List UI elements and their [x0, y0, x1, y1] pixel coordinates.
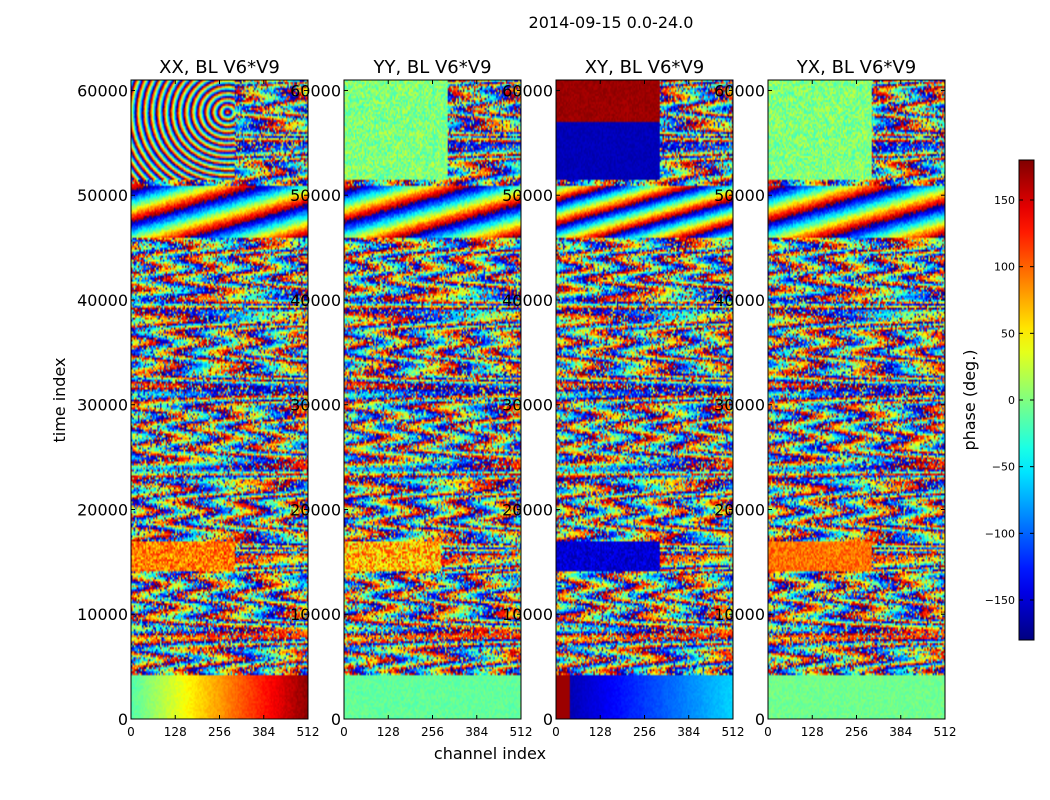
y-tick-label: 10000 [502, 605, 553, 624]
y-tick-label: 60000 [77, 81, 128, 100]
x-tick-label: 384 [252, 725, 275, 739]
y-tick-label: 50000 [714, 186, 765, 205]
colorbar-tick-label: 100 [994, 261, 1015, 274]
y-tick-label: 40000 [77, 291, 128, 310]
y-tick-label: 20000 [290, 500, 341, 519]
y-tick-label: 30000 [502, 396, 553, 415]
x-tick-label: 512 [510, 725, 533, 739]
panel-yy: YY, BL V6*V9 0 10000 20000 30000 40000 50000 60… [290, 57, 532, 739]
y-tick-label: 40000 [714, 291, 765, 310]
y-tick-label: 60000 [290, 81, 341, 100]
y-tick-label: 0 [755, 710, 765, 729]
y-tick-label: 10000 [714, 605, 765, 624]
y-tick-label: 30000 [290, 396, 341, 415]
heatmap-image-xy [556, 80, 733, 719]
y-tick-label: 50000 [502, 186, 553, 205]
x-tick-label: 256 [845, 725, 868, 739]
y-tick-label: 20000 [502, 500, 553, 519]
y-tick-label: 40000 [502, 291, 553, 310]
panel-yx: YX, BL V6*V9 0 10000 20000 30000 40000 50000 60… [714, 57, 956, 739]
x-tick-label: 512 [722, 725, 745, 739]
x-tick-label: 384 [465, 725, 488, 739]
x-tick-label: 0 [764, 725, 772, 739]
y-tick-label: 0 [118, 710, 128, 729]
y-axis-label: time index [50, 357, 69, 442]
y-tick-label: 0 [543, 710, 553, 729]
panel-xx: XX, BL V6*V9 0 10000 20000 30000 40000 50000 60… [77, 57, 319, 739]
y-tick-label: 10000 [77, 605, 128, 624]
x-tick-label: 256 [633, 725, 656, 739]
panel-title-yy: YY, BL V6*V9 [372, 57, 491, 78]
colorbar: −150 −100 −50 0 50 100 150 phase (deg.) [960, 159, 1035, 641]
colorbar-label: phase (deg.) [960, 349, 979, 450]
x-tick-label: 256 [421, 725, 444, 739]
x-tick-label: 256 [208, 725, 231, 739]
colorbar-tick-label: −100 [985, 527, 1015, 540]
y-tick-label: 50000 [290, 186, 341, 205]
x-tick-label: 128 [589, 725, 612, 739]
y-tick-label: 30000 [714, 396, 765, 415]
x-tick-label: 512 [297, 725, 320, 739]
heatmap-image-yy [344, 80, 521, 719]
heatmap-image-xx [131, 80, 308, 719]
y-tick-label: 0 [331, 710, 341, 729]
panel-xy: XY, BL V6*V9 0 10000 20000 30000 40000 50000 60… [502, 57, 744, 739]
y-tick-label: 20000 [77, 500, 128, 519]
y-tick-label: 10000 [290, 605, 341, 624]
y-tick-label: 60000 [714, 81, 765, 100]
x-tick-label: 128 [377, 725, 400, 739]
panel-title-xx: XX, BL V6*V9 [159, 57, 280, 78]
figure-suptitle: 2014-09-15 0.0-24.0 [529, 13, 694, 32]
y-tick-label: 40000 [290, 291, 341, 310]
colorbar-tick-label: 50 [1001, 327, 1015, 340]
x-tick-label: 0 [340, 725, 348, 739]
x-tick-label: 384 [677, 725, 700, 739]
heatmap-image-yx [768, 80, 945, 719]
y-tick-label: 30000 [77, 396, 128, 415]
x-tick-label: 0 [552, 725, 560, 739]
colorbar-tick-label: −150 [985, 594, 1015, 607]
x-tick-label: 128 [801, 725, 824, 739]
panels: XX, BL V6*V9 0 10000 20000 30000 40000 50000 60… [77, 57, 956, 739]
x-tick-label: 384 [889, 725, 912, 739]
x-axis-label: channel index [434, 744, 546, 763]
colorbar-tick-label: 0 [1008, 394, 1015, 407]
colorbar-tick-label: 150 [994, 194, 1015, 207]
panel-title-xy: XY, BL V6*V9 [585, 57, 704, 78]
y-tick-label: 20000 [714, 500, 765, 519]
x-tick-label: 128 [164, 725, 187, 739]
x-tick-label: 0 [127, 725, 135, 739]
x-tick-label: 512 [934, 725, 957, 739]
y-tick-label: 50000 [77, 186, 128, 205]
colorbar-tick-label: −50 [992, 461, 1015, 474]
y-tick-label: 60000 [502, 81, 553, 100]
panel-title-yx: YX, BL V6*V9 [796, 57, 916, 78]
